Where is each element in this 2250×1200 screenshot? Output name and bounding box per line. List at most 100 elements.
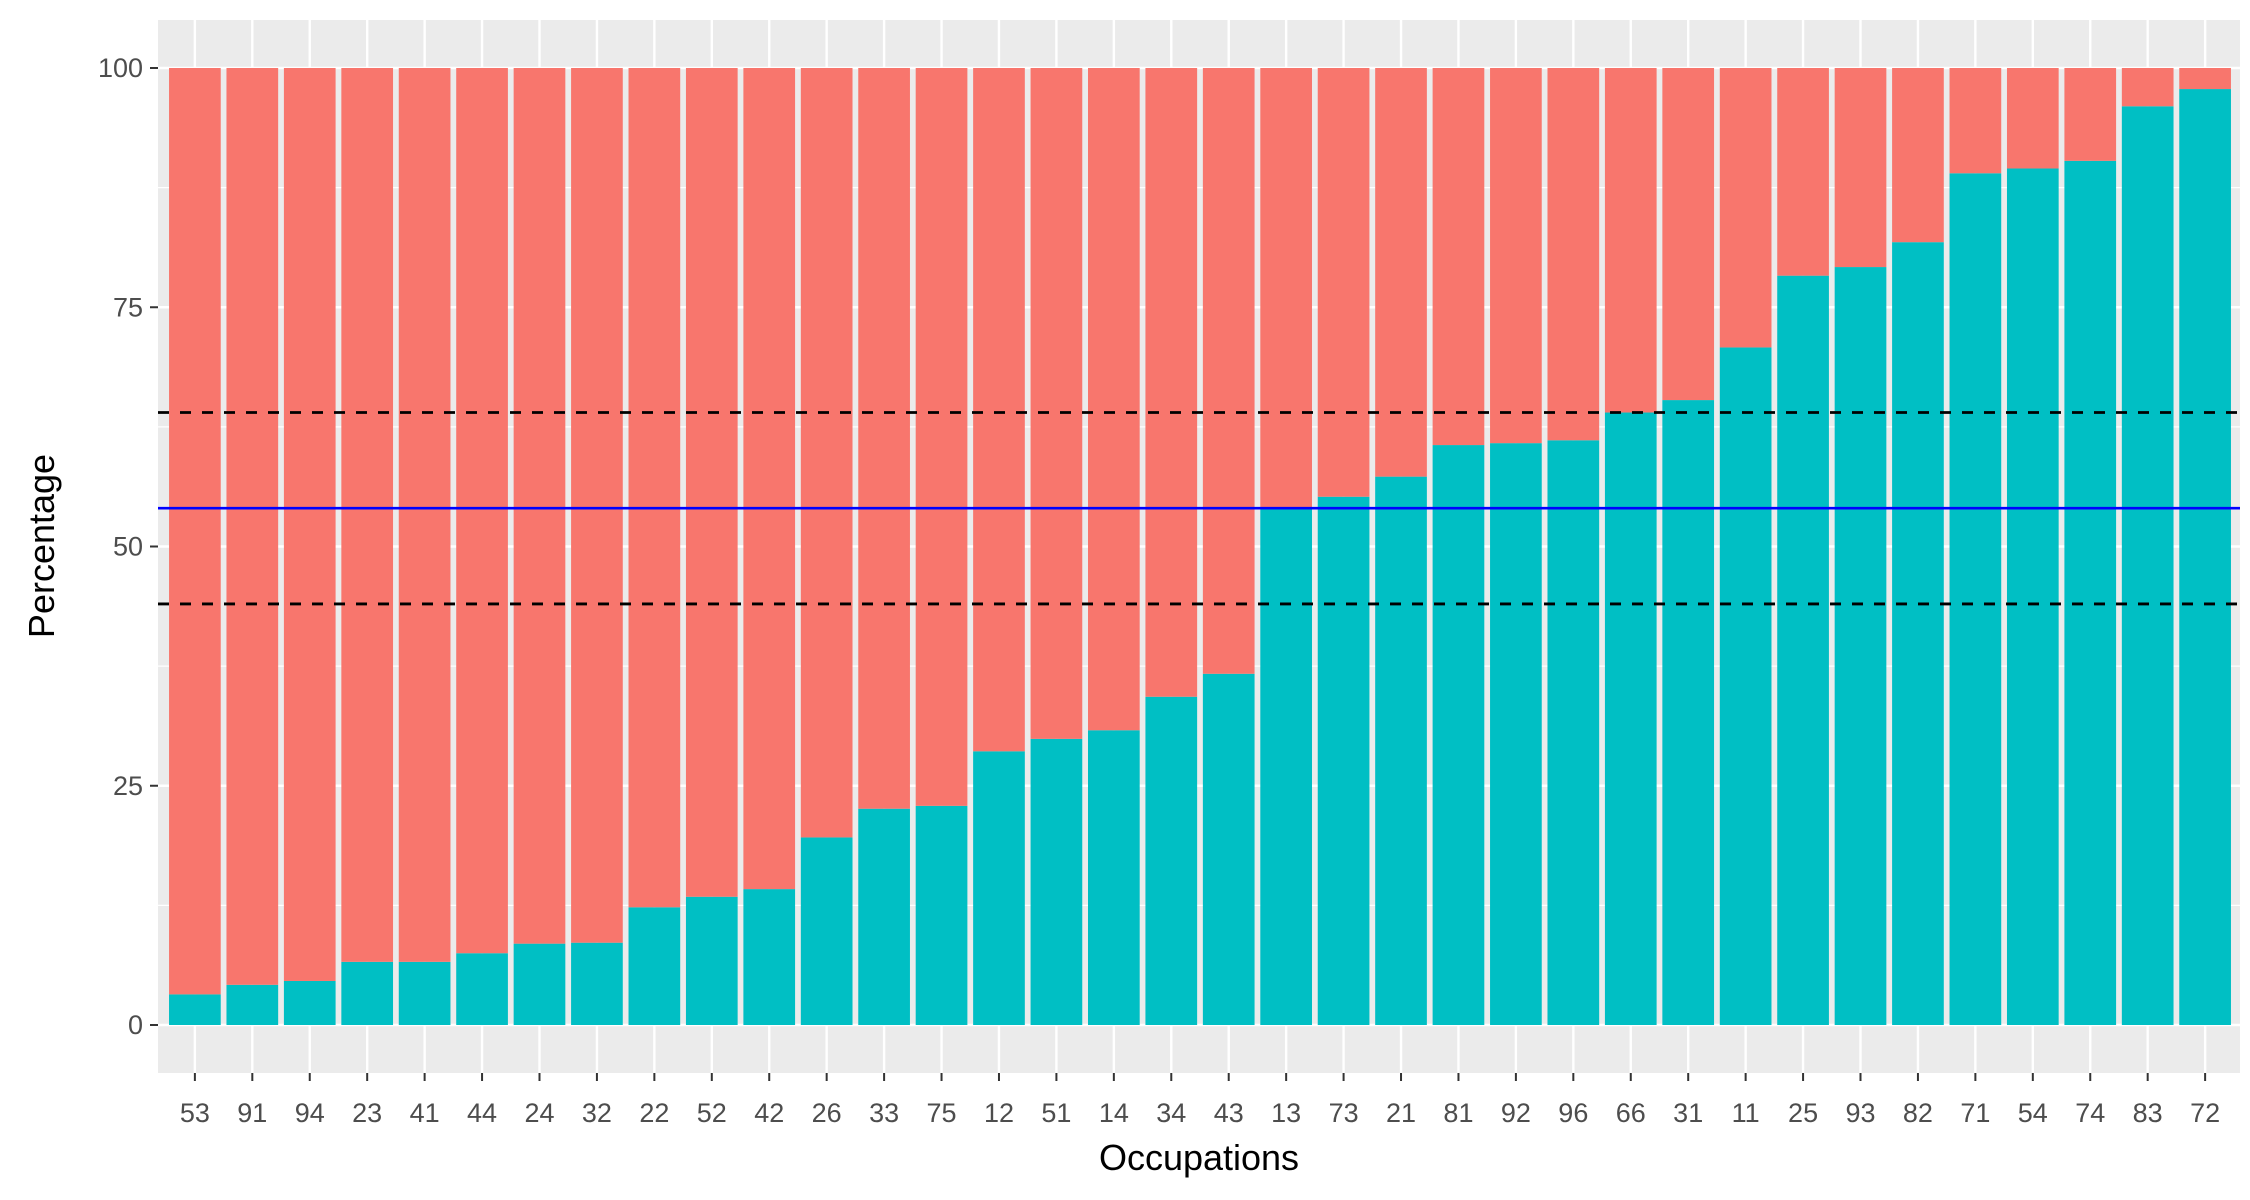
bar-segment-11-s1 bbox=[1719, 68, 1772, 348]
x-tick-label: 71 bbox=[1960, 1098, 1990, 1128]
x-tick-label: 34 bbox=[1156, 1098, 1186, 1128]
x-tick-label: 51 bbox=[1041, 1098, 1071, 1128]
x-tick-label: 96 bbox=[1558, 1098, 1588, 1128]
bar-segment-43-s0 bbox=[1202, 673, 1255, 1025]
y-axis-title: Percentage bbox=[21, 454, 62, 638]
x-tick-label: 21 bbox=[1386, 1098, 1416, 1128]
bar-segment-93-s0 bbox=[1834, 267, 1887, 1025]
bar-segment-73-s0 bbox=[1317, 496, 1370, 1026]
bar-segment-13-s0 bbox=[1260, 508, 1312, 1026]
bar-segment-25-s0 bbox=[1777, 275, 1829, 1025]
bar-segment-32-s0 bbox=[571, 942, 623, 1025]
x-axis: 53 91 94 23 41 44 24 32 22 52 42 26 33 75 12 51 14 34 43 13… bbox=[180, 1073, 2220, 1128]
x-tick-label: 93 bbox=[1845, 1098, 1875, 1128]
bar-segment-52-s1 bbox=[685, 68, 738, 897]
x-tick-label: 22 bbox=[639, 1098, 669, 1128]
bar-segment-33-s0 bbox=[858, 808, 910, 1025]
bar-segment-81-s1 bbox=[1432, 68, 1485, 446]
x-tick-label: 12 bbox=[984, 1098, 1014, 1128]
x-tick-label: 82 bbox=[1903, 1098, 1933, 1128]
x-tick-label: 66 bbox=[1616, 1098, 1646, 1128]
bar-segment-42-s1 bbox=[743, 68, 796, 890]
bar-segment-94-s1 bbox=[283, 68, 336, 981]
x-tick-label: 54 bbox=[2018, 1098, 2048, 1128]
bar-segment-83-s0 bbox=[2121, 106, 2174, 1025]
bar-segment-12-s1 bbox=[973, 68, 1025, 752]
y-tick-label: 75 bbox=[113, 292, 143, 322]
y-tick-label: 100 bbox=[98, 53, 143, 83]
bar-segment-96-s0 bbox=[1547, 440, 1600, 1025]
reference-lines bbox=[158, 411, 2240, 606]
bar-segment-75-s0 bbox=[915, 805, 968, 1025]
bar-segment-22-s1 bbox=[628, 68, 681, 908]
bar-segment-22-s0 bbox=[628, 907, 681, 1025]
bar-segment-83-s1 bbox=[2121, 68, 2174, 107]
bar-segment-91-s0 bbox=[226, 984, 279, 1025]
x-tick-label: 23 bbox=[352, 1098, 382, 1128]
bar-segment-25-s1 bbox=[1777, 68, 1829, 276]
bar-segment-92-s1 bbox=[1490, 68, 1542, 444]
bar-segment-71-s0 bbox=[1949, 173, 2002, 1025]
bar-segment-24-s1 bbox=[513, 68, 566, 944]
bar-segment-92-s0 bbox=[1490, 443, 1542, 1025]
x-tick-label: 75 bbox=[927, 1098, 957, 1128]
bar-segment-41-s1 bbox=[398, 68, 451, 962]
bar-segment-26-s0 bbox=[800, 837, 853, 1025]
bar-segment-91-s1 bbox=[226, 68, 279, 985]
x-tick-label: 72 bbox=[2190, 1098, 2220, 1128]
bar-segment-96-s1 bbox=[1547, 68, 1600, 441]
bar-segment-23-s1 bbox=[341, 68, 394, 962]
bar-segment-31-s1 bbox=[1662, 68, 1715, 401]
y-axis: 0 25 50 75 100 bbox=[98, 53, 158, 1040]
bar-segment-74-s0 bbox=[2064, 160, 2117, 1026]
x-tick-label: 31 bbox=[1673, 1098, 1703, 1128]
y-tick-label: 0 bbox=[128, 1010, 143, 1040]
x-tick-label: 32 bbox=[582, 1098, 612, 1128]
bar-segment-71-s1 bbox=[1949, 68, 2002, 174]
x-tick-label: 26 bbox=[812, 1098, 842, 1128]
bar-segment-44-s0 bbox=[456, 953, 508, 1025]
x-tick-label: 13 bbox=[1271, 1098, 1301, 1128]
x-tick-label: 83 bbox=[2133, 1098, 2163, 1128]
bar-segment-26-s1 bbox=[800, 68, 853, 838]
y-tick-label: 50 bbox=[113, 532, 143, 562]
x-tick-label: 42 bbox=[754, 1098, 784, 1128]
bar-segment-72-s0 bbox=[2179, 89, 2231, 1025]
bar-segment-31-s0 bbox=[1662, 400, 1715, 1026]
bar-segment-13-s1 bbox=[1260, 68, 1312, 509]
bar-segment-34-s1 bbox=[1145, 68, 1198, 697]
bar-segment-33-s1 bbox=[858, 68, 910, 809]
bar-segment-21-s0 bbox=[1375, 476, 1427, 1025]
bar-segment-12-s0 bbox=[973, 751, 1025, 1025]
bar-segment-66-s0 bbox=[1604, 412, 1657, 1025]
x-tick-label: 74 bbox=[2075, 1098, 2105, 1128]
x-tick-label: 24 bbox=[524, 1098, 554, 1128]
x-tick-label: 33 bbox=[869, 1098, 899, 1128]
x-tick-label: 11 bbox=[1732, 1098, 1760, 1128]
x-tick-label: 44 bbox=[467, 1098, 497, 1128]
bar-segment-82-s1 bbox=[1892, 68, 1944, 243]
x-tick-label: 43 bbox=[1214, 1098, 1244, 1128]
x-tick-label: 25 bbox=[1788, 1098, 1818, 1128]
y-tick-label: 25 bbox=[113, 771, 143, 801]
bars bbox=[169, 68, 2231, 1026]
bar-segment-14-s0 bbox=[1088, 730, 1140, 1025]
bar-segment-11-s0 bbox=[1719, 347, 1772, 1026]
x-tick-label: 52 bbox=[697, 1098, 727, 1128]
bar-segment-32-s1 bbox=[571, 68, 623, 943]
x-tick-label: 94 bbox=[295, 1098, 325, 1128]
bar-segment-74-s1 bbox=[2064, 68, 2117, 161]
x-tick-label: 81 bbox=[1443, 1098, 1473, 1128]
bar-segment-51-s0 bbox=[1030, 738, 1083, 1025]
bar-segment-75-s1 bbox=[915, 68, 968, 806]
bar-segment-24-s0 bbox=[513, 943, 566, 1025]
x-tick-label: 73 bbox=[1329, 1098, 1359, 1128]
bar-segment-54-s0 bbox=[2006, 168, 2059, 1026]
bar-segment-23-s0 bbox=[341, 961, 394, 1025]
bar-segment-93-s1 bbox=[1834, 68, 1887, 268]
bar-segment-52-s0 bbox=[685, 896, 738, 1025]
bar-segment-53-s0 bbox=[169, 994, 221, 1025]
bar-segment-41-s0 bbox=[398, 961, 451, 1025]
bar-segment-44-s1 bbox=[456, 68, 508, 954]
